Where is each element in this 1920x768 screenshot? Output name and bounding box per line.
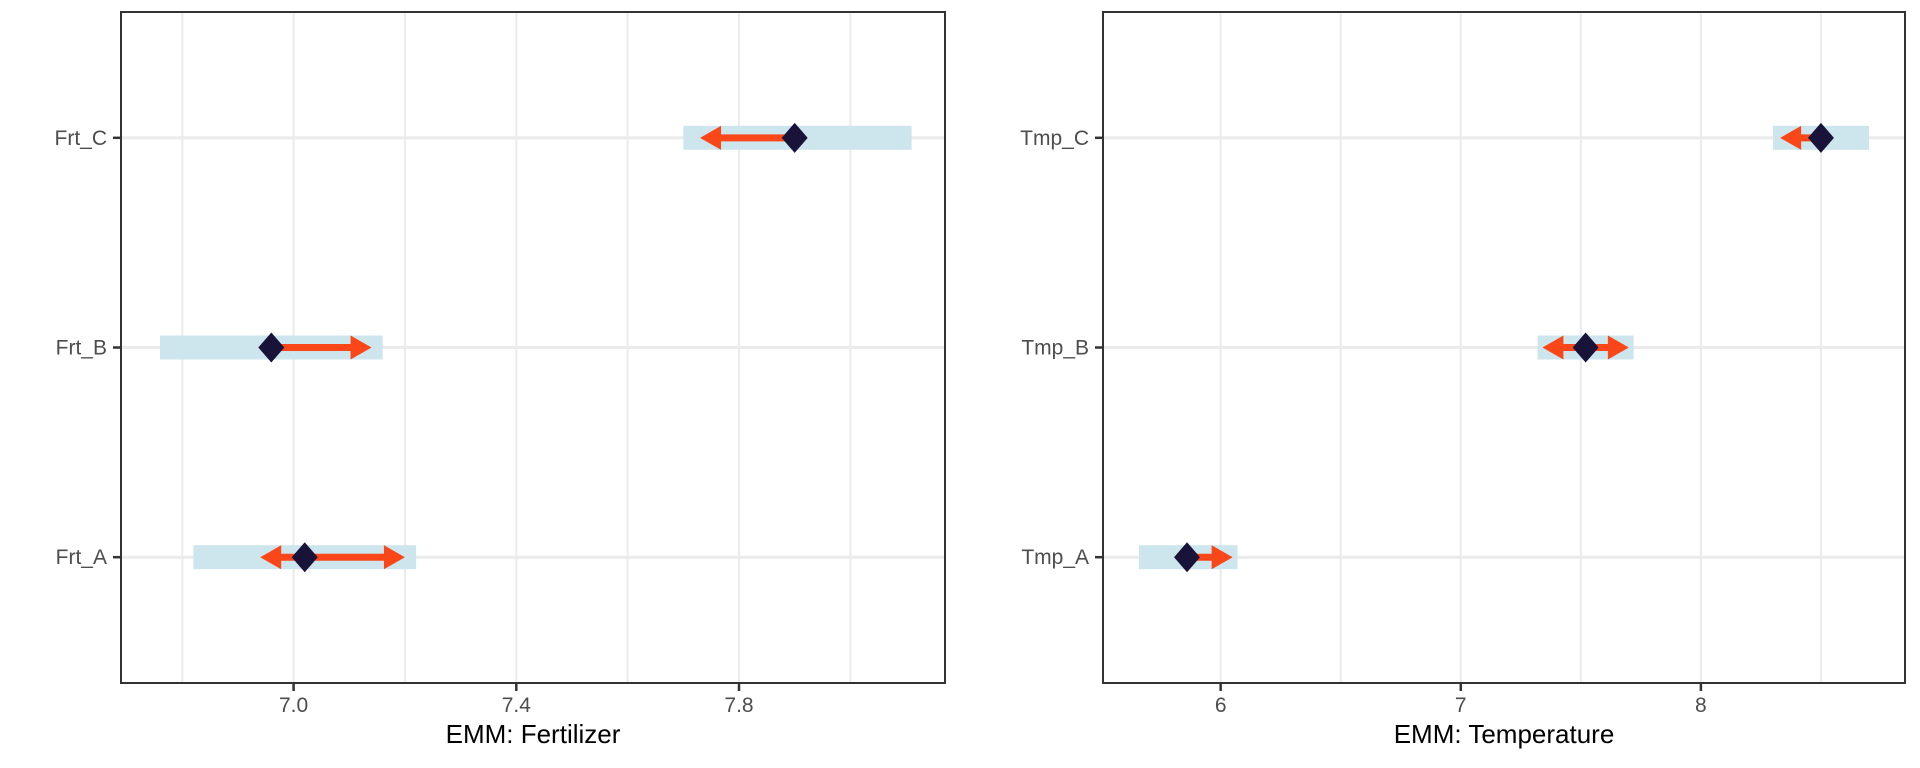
estimate-diamond <box>1807 122 1834 153</box>
comparison-arrowhead-right <box>1607 335 1629 360</box>
x-axis-title: EMM: Temperature <box>1394 719 1615 749</box>
comparison-arrowhead-right <box>383 545 405 570</box>
x-tick-label: 7 <box>1455 694 1467 717</box>
comparison-arrowhead-right <box>1211 545 1233 570</box>
x-tick-label: 8 <box>1695 694 1707 717</box>
estimate-diamond <box>781 122 808 153</box>
right-panel: 6 7 8 Tmp_A Tmp_B Tmp_C EMM: Temperature <box>1020 11 1906 749</box>
x-axis-title: EMM: Fertilizer <box>446 719 621 749</box>
y-category-label: Frt_B <box>56 337 107 360</box>
estimate-diamond <box>1174 542 1201 573</box>
panel-border <box>120 11 946 684</box>
y-category-label: Tmp_A <box>1021 546 1089 569</box>
x-tick-label: 7.8 <box>724 694 753 717</box>
comparison-arrowhead-left <box>1542 335 1564 360</box>
comparison-arrowhead-left <box>700 125 722 150</box>
x-tick-label: 6 <box>1215 694 1227 717</box>
x-tick-label: 7.4 <box>502 694 532 717</box>
comparison-arrowhead-left <box>1780 125 1802 150</box>
y-category-label: Frt_A <box>56 546 107 569</box>
y-category-label: Tmp_B <box>1021 337 1089 360</box>
y-category-label: Frt_C <box>55 127 108 150</box>
estimate-diamond <box>1572 332 1599 363</box>
left-panel: 7.0 7.4 7.8 Frt_A Frt_B Frt_C EMM: Fertilizer <box>55 11 946 749</box>
panel-border <box>1102 11 1906 684</box>
estimate-diamond <box>258 332 285 363</box>
y-category-label: Tmp_C <box>1020 127 1089 150</box>
comparison-arrowhead-right <box>350 335 372 360</box>
comparison-arrowhead-left <box>260 545 282 570</box>
x-tick-label: 7.0 <box>279 694 308 717</box>
estimate-diamond <box>291 542 318 573</box>
